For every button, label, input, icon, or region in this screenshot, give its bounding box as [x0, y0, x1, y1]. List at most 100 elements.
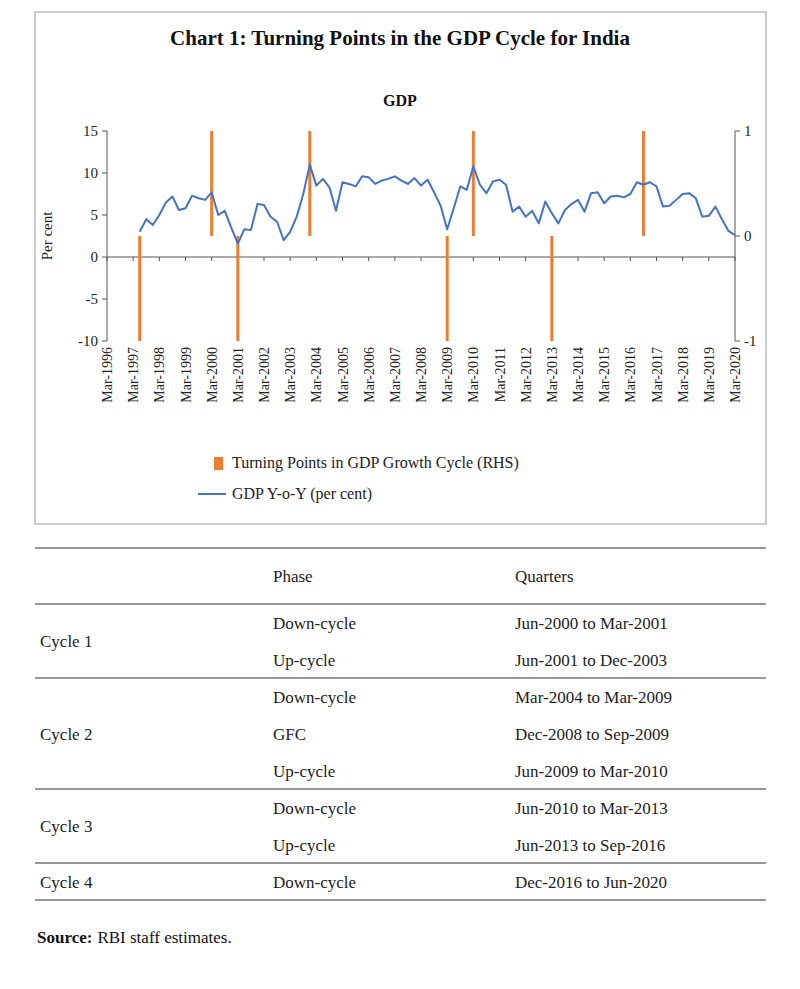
- subtitle: GDP: [383, 92, 417, 109]
- table-phase: Up-cycle: [273, 762, 335, 781]
- table-rule: [35, 603, 766, 604]
- x-tick: [211, 257, 212, 261]
- y-axis-label: Per cent: [39, 211, 55, 261]
- table-cycle: Cycle 2: [40, 725, 92, 744]
- table-phase: Down-cycle: [273, 688, 356, 707]
- turning-point-bar: [472, 131, 475, 236]
- x-tick: [708, 257, 709, 261]
- turning-point-bar: [308, 131, 311, 236]
- legend-label: Turning Points in GDP Growth Cycle (RHS): [232, 454, 519, 472]
- table-header: Phase: [273, 567, 313, 586]
- table-quarters: Dec-2008 to Sep-2009: [515, 725, 669, 744]
- turning-point-bar: [446, 236, 449, 341]
- table-phase: Up-cycle: [273, 836, 335, 855]
- turning-point-bar: [236, 236, 239, 341]
- table-cycle: Cycle 4: [40, 873, 93, 892]
- y-tick-label: 5: [91, 207, 99, 223]
- x-tick-label: Mar-2014: [571, 347, 586, 403]
- table-phase: Down-cycle: [273, 873, 356, 892]
- x-tick-label: Mar-2009: [440, 347, 455, 403]
- x-tick: [107, 257, 108, 261]
- source-text: RBI staff estimates.: [97, 928, 231, 947]
- x-tick-label: Mar-2008: [414, 347, 429, 403]
- x-tick-label: Mar-2012: [519, 347, 534, 403]
- y2-tick: [735, 341, 740, 342]
- table-phase: GFC: [273, 725, 306, 744]
- x-tick: [264, 257, 265, 261]
- x-tick-label: Mar-2006: [362, 347, 377, 403]
- x-tick: [682, 257, 683, 261]
- table-phase: Down-cycle: [273, 799, 356, 818]
- y-tick-label: 15: [83, 123, 98, 139]
- y2-tick: [735, 131, 740, 132]
- x-tick: [656, 257, 657, 261]
- x-tick: [578, 257, 579, 261]
- y-tick: [102, 299, 107, 300]
- y2-tick: [735, 236, 740, 237]
- x-tick-label: Mar-1998: [152, 347, 167, 403]
- x-tick-label: Mar-2015: [597, 347, 612, 403]
- x-tick-label: Mar-2007: [388, 347, 403, 403]
- table-rule: [35, 862, 766, 863]
- x-tick: [604, 257, 605, 261]
- table-phase: Up-cycle: [273, 651, 335, 670]
- table-rule: [35, 547, 766, 548]
- legend-label: GDP Y-o-Y (per cent): [232, 485, 372, 503]
- x-tick: [630, 257, 631, 261]
- x-tick-label: Mar-2013: [545, 347, 560, 403]
- x-tick-label: Mar-2005: [336, 347, 351, 403]
- table-phase: Down-cycle: [273, 614, 356, 633]
- x-tick: [525, 257, 526, 261]
- table-rule: [35, 788, 766, 789]
- y-tick: [102, 257, 107, 258]
- gdp-line: [140, 165, 735, 244]
- turning-point-bar: [138, 236, 141, 341]
- y-tick: [102, 173, 107, 174]
- x-tick: [368, 257, 369, 261]
- table-quarters: Jun-2013 to Sep-2016: [515, 836, 665, 855]
- turning-point-bar: [550, 236, 553, 341]
- legend-swatch: [198, 493, 226, 495]
- y2-tick-label: 0: [744, 228, 752, 244]
- y-tick-label: 10: [83, 165, 98, 181]
- x-tick: [735, 257, 736, 261]
- table-cycle: Cycle 1: [40, 632, 92, 651]
- y-tick: [102, 341, 107, 342]
- y2-tick-label: -1: [744, 333, 757, 349]
- x-tick-label: Mar-2019: [702, 347, 717, 403]
- y-axis: [107, 131, 108, 341]
- x-tick-label: Mar-2003: [283, 347, 298, 403]
- x-tick-label: Mar-1997: [126, 347, 141, 403]
- source-label: Source:RBI staff estimates.: [37, 928, 232, 947]
- x-tick: [342, 257, 343, 261]
- x-tick: [185, 257, 186, 261]
- table-quarters: Jun-2001 to Dec-2003: [515, 651, 667, 670]
- chart-frame: [35, 12, 766, 524]
- x-tick: [394, 257, 395, 261]
- x-tick: [133, 257, 134, 261]
- x-tick-label: Mar-2020: [728, 347, 743, 403]
- x-tick: [421, 257, 422, 261]
- table-quarters: Jun-2010 to Mar-2013: [515, 799, 668, 818]
- table-rule: [35, 677, 766, 678]
- turning-point-bar: [210, 131, 213, 236]
- x-tick: [499, 257, 500, 261]
- x-tick-label: Mar-1996: [100, 347, 115, 403]
- y-tick-label: 0: [91, 249, 99, 265]
- table-quarters: Dec-2016 to Jun-2020: [515, 873, 667, 892]
- x-tick: [159, 257, 160, 261]
- x-tick-label: Mar-1999: [179, 347, 194, 403]
- title: Chart 1: Turning Points in the GDP Cycle…: [170, 26, 630, 50]
- page: Chart 1: Turning Points in the GDP Cycle…: [0, 0, 800, 989]
- x-tick: [290, 257, 291, 261]
- x-tick-label: Mar-2017: [650, 347, 665, 403]
- plot-area: [138, 131, 735, 341]
- x-tick-label: Mar-2001: [231, 347, 246, 403]
- x-tick-label: Mar-2018: [676, 347, 691, 403]
- table-quarters: Jun-2000 to Mar-2001: [515, 614, 668, 633]
- x-tick-label: Mar-2002: [257, 347, 272, 403]
- table-rule: [35, 899, 766, 900]
- y-tick-label: -5: [86, 291, 99, 307]
- y-tick-label: -10: [78, 333, 98, 349]
- x-tick-label: Mar-2010: [466, 347, 481, 403]
